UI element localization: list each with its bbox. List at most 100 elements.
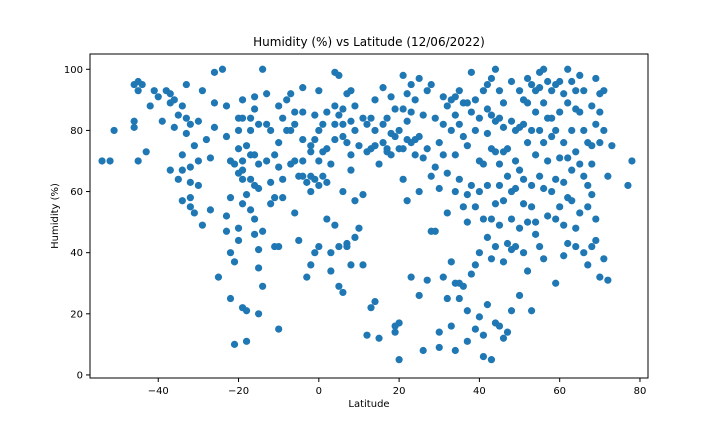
data-point [463, 307, 471, 315]
data-point [407, 273, 415, 281]
data-point [399, 175, 407, 183]
data-point [323, 108, 331, 116]
data-point [483, 233, 492, 241]
data-point [379, 84, 387, 92]
data-point [182, 114, 190, 122]
data-point [556, 154, 564, 162]
data-point [295, 236, 303, 245]
data-point [371, 297, 379, 306]
data-point [299, 135, 307, 144]
data-point [186, 120, 194, 128]
data-point [347, 151, 355, 159]
data-point [552, 175, 560, 183]
data-point [311, 175, 319, 183]
data-point [250, 215, 259, 223]
data-point [463, 142, 471, 150]
data-point [471, 96, 479, 104]
data-point [226, 194, 235, 202]
data-point [279, 114, 287, 122]
data-point [455, 120, 463, 128]
data-point [560, 221, 568, 229]
data-point [592, 215, 600, 223]
data-point [592, 74, 600, 83]
data-point [507, 77, 516, 86]
data-point [343, 242, 351, 251]
data-point [250, 230, 259, 238]
data-point [519, 175, 528, 183]
data-point [596, 139, 604, 147]
data-point [447, 258, 455, 266]
data-point [523, 99, 532, 107]
data-point [242, 307, 251, 315]
data-point [463, 99, 471, 107]
data-point [519, 120, 528, 128]
x-axis-ticks: −40 −20 0 20 40 60 80 [148, 378, 646, 397]
data-point [138, 80, 146, 89]
data-point [576, 209, 584, 217]
data-point [331, 120, 339, 128]
data-point [515, 224, 524, 232]
data-point [307, 261, 315, 269]
data-point [238, 166, 247, 174]
data-point [206, 154, 215, 162]
data-point [495, 114, 504, 122]
data-point [515, 291, 524, 300]
data-point [315, 181, 323, 190]
data-point [259, 65, 267, 73]
data-point [182, 80, 190, 89]
data-point [439, 93, 447, 101]
data-point [572, 224, 580, 232]
data-point [343, 139, 351, 147]
y-tick-label: 20 [70, 309, 83, 320]
data-point [106, 157, 114, 165]
y-tick-label: 40 [70, 248, 83, 259]
data-point [527, 307, 536, 315]
data-point [511, 242, 520, 251]
x-axis-label: Latitude [348, 399, 389, 410]
data-point [451, 151, 459, 159]
data-point [267, 178, 275, 186]
data-point [447, 322, 455, 330]
data-point [411, 96, 419, 104]
data-point [255, 246, 263, 254]
data-point [291, 157, 299, 165]
data-point [210, 123, 219, 131]
data-point [170, 123, 178, 131]
data-point [527, 126, 536, 135]
data-point [507, 215, 516, 223]
data-point [552, 126, 560, 135]
data-point [495, 322, 504, 330]
data-point [564, 239, 572, 248]
data-point [568, 197, 576, 205]
data-point [319, 172, 327, 180]
data-point [166, 90, 174, 98]
data-point [383, 114, 391, 122]
data-point [355, 224, 363, 232]
data-point [194, 181, 202, 190]
data-point [174, 111, 182, 119]
data-point [624, 181, 632, 190]
data-point [568, 77, 576, 86]
data-point [395, 319, 403, 327]
data-point [532, 151, 540, 159]
data-point [443, 102, 451, 110]
data-point [331, 135, 339, 144]
data-point [447, 126, 455, 135]
data-point [527, 181, 536, 190]
plot-frame [89, 53, 649, 379]
data-point [315, 242, 323, 251]
data-point [154, 93, 162, 101]
data-point [507, 117, 516, 125]
data-point [540, 255, 548, 263]
data-point [351, 197, 359, 205]
data-point [519, 200, 528, 208]
data-point [174, 175, 182, 183]
data-point [291, 209, 299, 217]
data-point [339, 187, 347, 196]
data-point [186, 163, 194, 171]
data-point [186, 194, 194, 202]
data-point [291, 108, 299, 116]
data-point [479, 87, 488, 95]
data-point [544, 157, 552, 165]
